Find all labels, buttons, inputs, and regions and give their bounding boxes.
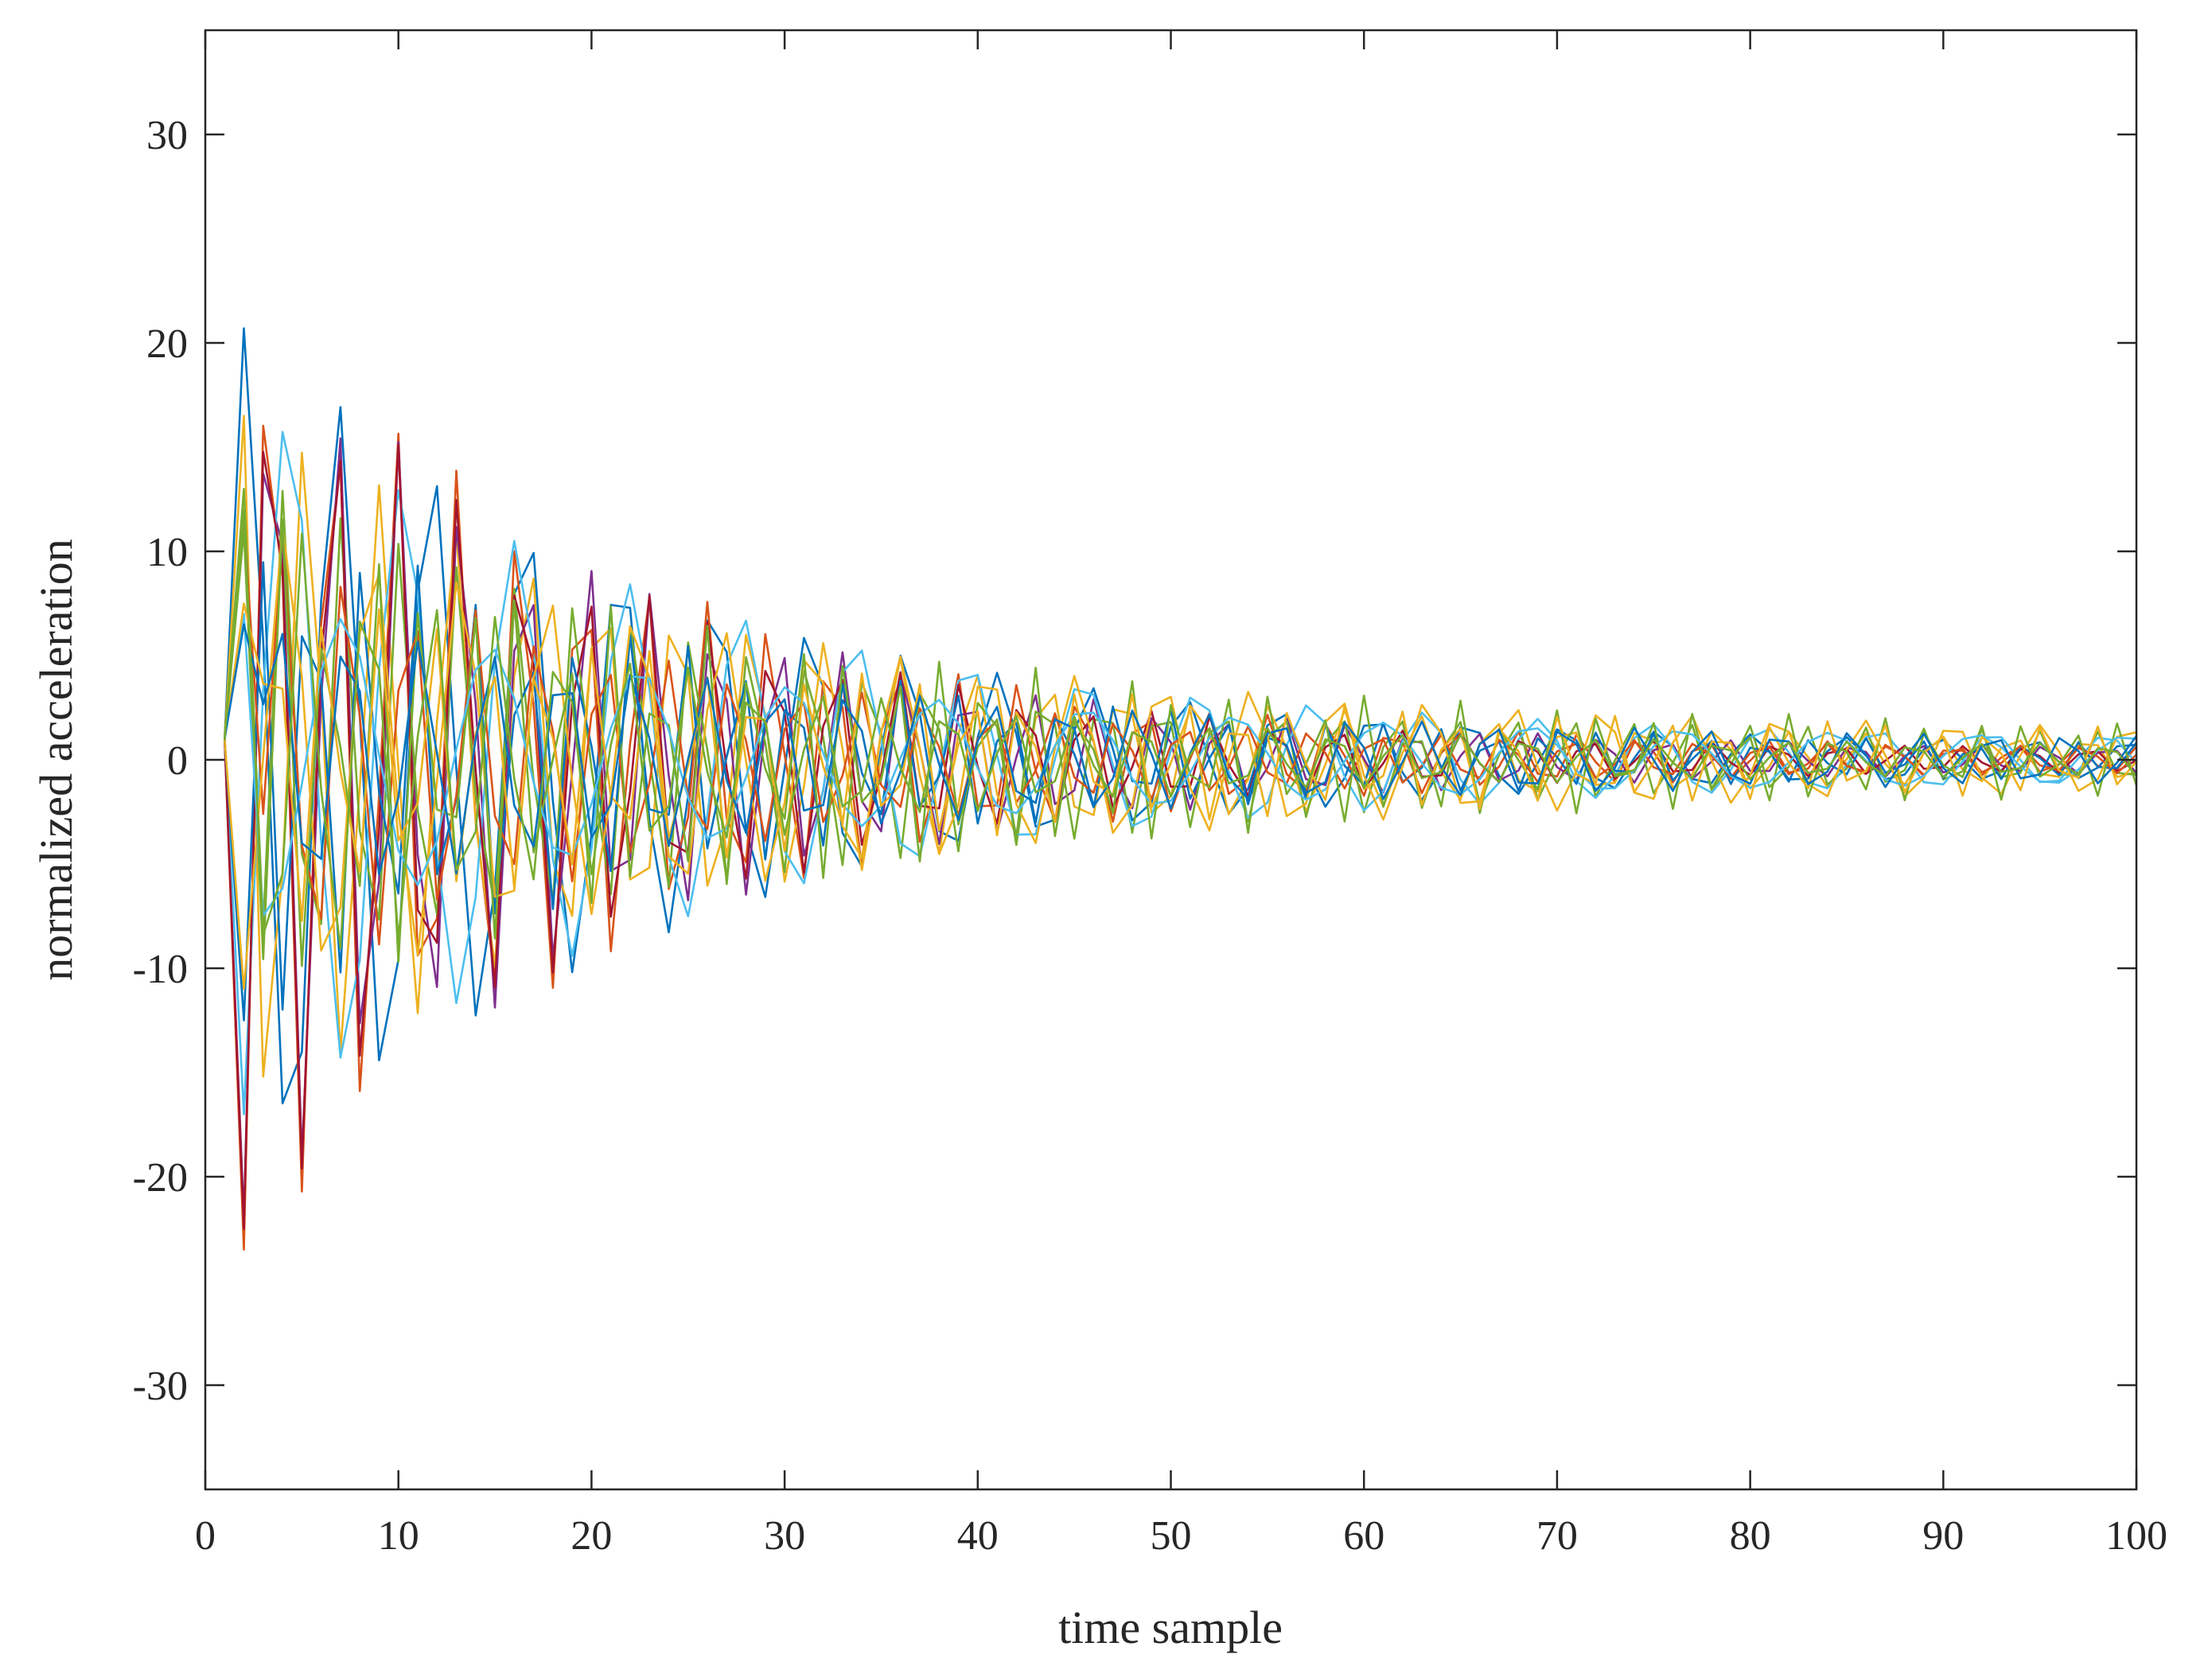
y-tick-labels: -30 -20 -10 0 10 20 30	[133, 113, 188, 1409]
y-tick-label-20: 20	[146, 321, 188, 367]
y-tick-label--10: -10	[133, 947, 188, 992]
series-line-2	[223, 424, 2138, 1251]
y-tick-label-30: 30	[146, 113, 188, 158]
series-line-15	[223, 508, 2138, 950]
x-tick-label-60: 60	[1343, 1513, 1384, 1559]
series-line-12	[223, 613, 2138, 917]
x-tick-label-80: 80	[1730, 1513, 1771, 1559]
x-tick-label-40: 40	[957, 1513, 999, 1559]
x-tick-label-50: 50	[1151, 1513, 1192, 1559]
x-tick-label-10: 10	[378, 1513, 419, 1559]
y-tick-label--30: -30	[133, 1364, 188, 1409]
series-line-6	[223, 430, 2138, 1115]
x-axis-label: time sample	[1058, 1602, 1283, 1653]
y-axis-label: normalized acceleration	[30, 539, 82, 981]
axis-ticks	[204, 30, 2138, 1489]
x-tick-label-70: 70	[1536, 1513, 1578, 1559]
x-tick-labels: 0 10 20 30 40 50 60 70 80 90 100	[195, 1513, 2167, 1559]
x-tick-label-100: 100	[2105, 1513, 2167, 1559]
y-tick-label-0: 0	[167, 738, 188, 784]
x-tick-label-0: 0	[195, 1513, 216, 1559]
x-tick-label-30: 30	[764, 1513, 805, 1559]
series-line-13	[223, 602, 2138, 922]
x-tick-label-20: 20	[571, 1513, 612, 1559]
y-tick-label-10: 10	[146, 530, 188, 575]
x-tick-label-90: 90	[1922, 1513, 1964, 1559]
series-group	[223, 327, 2138, 1251]
y-tick-label--20: -20	[133, 1155, 188, 1201]
